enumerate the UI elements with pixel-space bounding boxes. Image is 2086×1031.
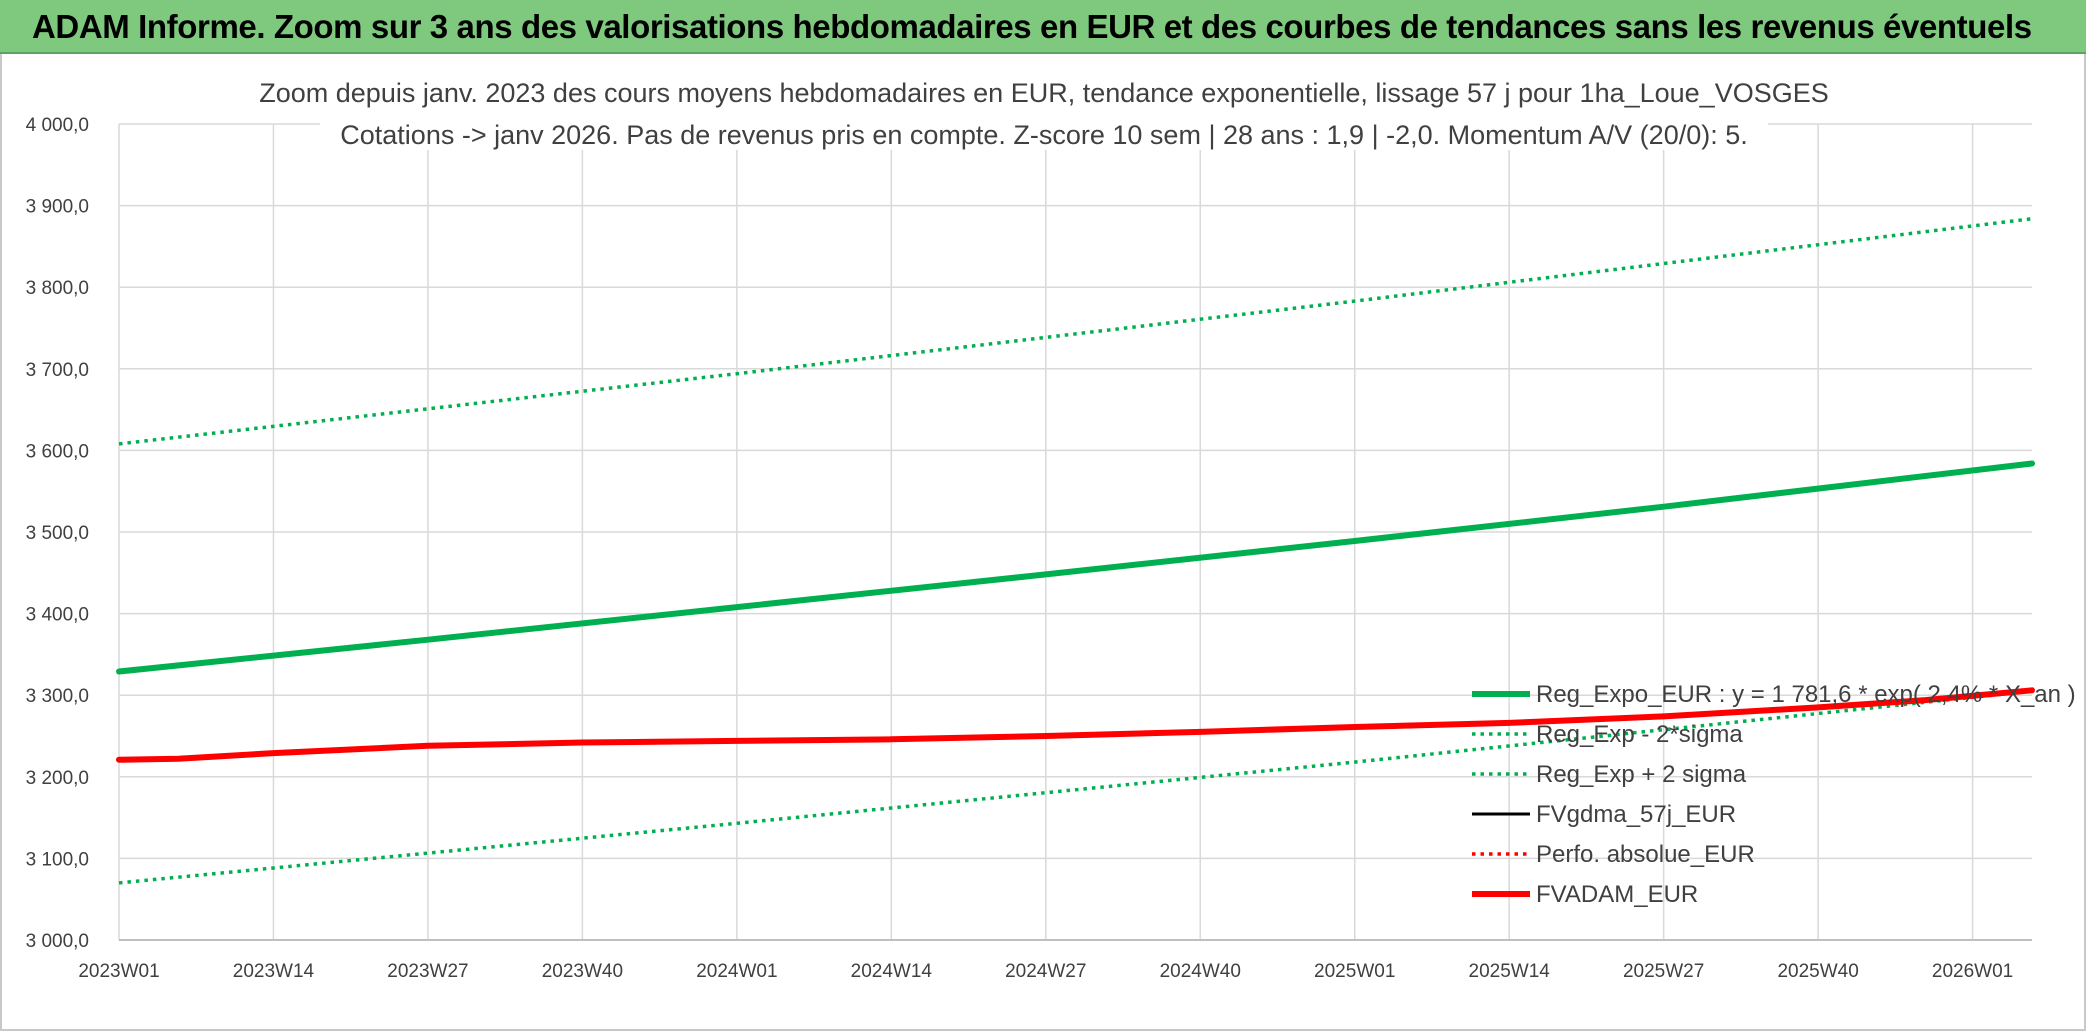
x-tick-label: 2025W27: [1623, 961, 1704, 982]
y-tick-label: 3 800,0: [26, 278, 89, 299]
legend-entry: FVADAM_EUR: [1536, 881, 1698, 908]
line-chart: Zoom depuis janv. 2023 des cours moyens …: [26, 58, 2076, 982]
report-banner: ADAM Informe. Zoom sur 3 ans des valoris…: [0, 0, 2086, 54]
chart-title-background: [320, 58, 1768, 150]
gridlines: [118, 123, 2032, 941]
x-tick-label: 2024W27: [1005, 961, 1086, 982]
legend-entry: Perfo. absolue_EUR: [1536, 841, 1755, 868]
legend-entry: Reg_Expo_EUR : y = 1 781,6 * exp( 2,4% *…: [1536, 681, 2076, 708]
x-tick-label: 2024W14: [851, 961, 933, 982]
y-tick-label: 3 500,0: [26, 523, 89, 544]
x-tick-label: 2024W40: [1160, 961, 1241, 982]
report-title: ADAM Informe. Zoom sur 3 ans des valoris…: [32, 8, 2032, 45]
x-tick-label: 2023W40: [542, 961, 623, 982]
legend-entry: FVgdma_57j_EUR: [1536, 801, 1736, 828]
chart-area: Zoom depuis janv. 2023 des cours moyens …: [0, 54, 2086, 1031]
y-tick-label: 3 200,0: [26, 768, 89, 789]
x-tick-label: 2023W14: [233, 961, 315, 982]
y-tick-label: 3 600,0: [26, 441, 89, 462]
series-line-1: [118, 689, 2033, 885]
chart-title-line1: Zoom depuis janv. 2023 des cours moyens …: [259, 78, 1828, 108]
x-tick-label: 2026W01: [1932, 961, 2013, 982]
y-tick-label: 3 400,0: [26, 605, 89, 626]
x-tick-label: 2023W01: [78, 961, 159, 982]
y-tick-label: 3 100,0: [26, 849, 89, 870]
series-line-4: [118, 688, 2033, 762]
series-line-0: [116, 460, 2035, 675]
chart-title-line2: Cotations -> janv 2026. Pas de revenus p…: [340, 120, 1747, 150]
series-line-2: [118, 216, 2033, 446]
y-tick-label: 4 000,0: [26, 115, 89, 136]
legend: Reg_Expo_EUR : y = 1 781,6 * exp( 2,4% *…: [1472, 681, 2076, 908]
legend-entry: Reg_Exp + 2 sigma: [1536, 761, 1747, 788]
y-tick-label: 3 900,0: [26, 197, 89, 218]
y-tick-label: 3 000,0: [26, 931, 89, 952]
data-series: [116, 216, 2035, 885]
x-axis: 2023W01 2023W14 2023W27 2023W40 2024W01 2024W…: [78, 939, 2032, 982]
y-tick-label: 3 700,0: [26, 360, 89, 381]
legend-entry: Reg_Exp - 2*sigma: [1536, 721, 1743, 748]
y-tick-label: 3 300,0: [26, 686, 89, 707]
x-tick-label: 2025W40: [1777, 961, 1858, 982]
x-tick-label: 2024W01: [696, 961, 777, 982]
x-tick-label: 2023W27: [387, 961, 468, 982]
y-axis: 3 000,0 3 100,0 3 200,0 3 300,0 3 400,0 3 500…: [26, 115, 89, 952]
x-tick-label: 2025W01: [1314, 961, 1395, 982]
x-tick-label: 2025W14: [1469, 961, 1551, 982]
chart-title: Zoom depuis janv. 2023 des cours moyens …: [259, 58, 1829, 150]
